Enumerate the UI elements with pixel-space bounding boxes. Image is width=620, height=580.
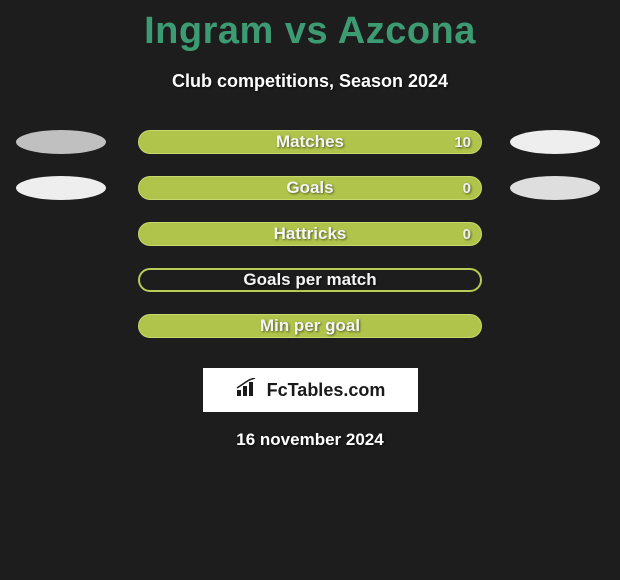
stat-bar: Goals 0: [138, 176, 482, 200]
stat-row: Min per goal: [0, 314, 620, 338]
stat-label: Goals per match: [243, 270, 376, 290]
stat-bar: Min per goal: [138, 314, 482, 338]
stat-row: Hattricks 0: [0, 222, 620, 246]
player-right-marker: [510, 130, 600, 154]
date-text: 16 november 2024: [0, 430, 620, 450]
stat-label: Hattricks: [274, 224, 347, 244]
stat-value: 10: [454, 134, 471, 151]
player-right-marker: [510, 176, 600, 200]
stat-bar: Goals per match: [138, 268, 482, 292]
page-title: Ingram vs Azcona: [0, 0, 620, 53]
stat-row: Goals per match: [0, 268, 620, 292]
player-left-marker: [16, 130, 106, 154]
stat-label: Min per goal: [260, 316, 360, 336]
stat-row: Goals 0: [0, 176, 620, 200]
player-left-marker: [16, 176, 106, 200]
brand-chart-icon: [235, 378, 263, 403]
subtitle: Club competitions, Season 2024: [0, 71, 620, 92]
stat-label: Goals: [286, 178, 333, 198]
stat-value: 0: [463, 180, 471, 197]
stats-rows: Matches 10 Goals 0 Hattricks 0 Goals per match…: [0, 130, 620, 338]
brand-box: FcTables.com: [203, 368, 418, 412]
stat-bar: Hattricks 0: [138, 222, 482, 246]
stat-bar: Matches 10: [138, 130, 482, 154]
brand-text: FcTables.com: [267, 380, 386, 401]
stat-row: Matches 10: [0, 130, 620, 154]
stat-value: 0: [463, 226, 471, 243]
stat-label: Matches: [276, 132, 344, 152]
